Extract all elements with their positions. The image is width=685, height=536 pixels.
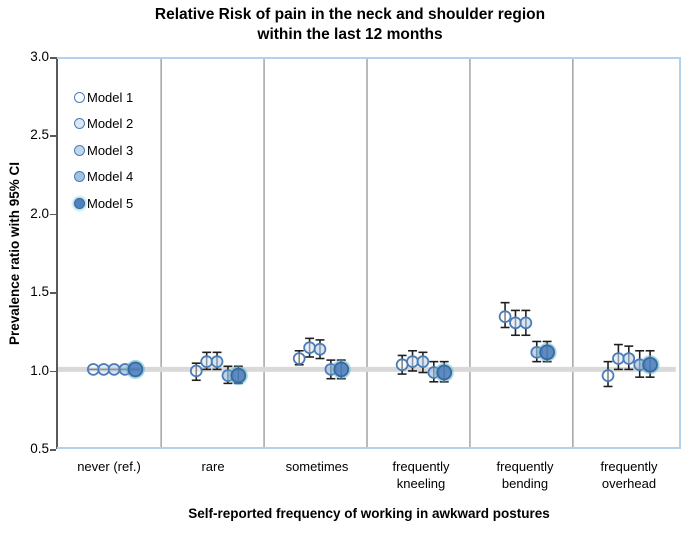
data-point-marker bbox=[107, 363, 121, 376]
data-point-marker bbox=[292, 352, 306, 365]
legend-label: Model 5 bbox=[87, 195, 134, 211]
data-point-marker bbox=[230, 367, 247, 384]
plot-canvas bbox=[58, 59, 676, 447]
data-point-glow bbox=[640, 355, 660, 375]
x-category-label: frequently overhead bbox=[600, 459, 658, 491]
chart-title: Relative Risk of pain in the neck and sh… bbox=[154, 6, 546, 43]
x-category-label: sometimes bbox=[285, 459, 349, 474]
data-point-marker bbox=[406, 355, 419, 368]
legend-marker-icon bbox=[74, 91, 85, 103]
y-tick-label: 1.5 bbox=[30, 284, 49, 300]
legend-marker-icon bbox=[74, 118, 85, 129]
data-point-marker bbox=[436, 364, 453, 381]
x-axis-title: Self-reported frequency of working in aw… bbox=[188, 506, 550, 521]
legend-marker-icon bbox=[74, 171, 85, 182]
y-tick-label: 1.0 bbox=[30, 362, 49, 378]
x-category-label: frequently bending bbox=[496, 459, 554, 491]
data-point-marker bbox=[333, 361, 350, 378]
legend: Model 1 Model 2 Model 3 Model 4 Model 5 bbox=[74, 89, 133, 222]
y-tick-label: 2.0 bbox=[30, 205, 49, 221]
legend-marker-icon bbox=[74, 197, 85, 209]
legend-item: Model 3 bbox=[74, 142, 133, 158]
data-point-marker bbox=[612, 352, 625, 365]
legend-marker-icon bbox=[74, 144, 85, 156]
data-point-marker bbox=[509, 316, 522, 330]
legend-label: Model 1 bbox=[87, 89, 134, 105]
data-point-marker bbox=[519, 316, 533, 330]
data-point-marker bbox=[200, 355, 213, 368]
data-point-marker bbox=[498, 310, 512, 323]
legend-label: Model 2 bbox=[87, 116, 134, 131]
data-point-marker bbox=[127, 361, 144, 378]
data-point-glow bbox=[228, 366, 248, 386]
y-tick-mark bbox=[50, 292, 56, 294]
data-point-glow bbox=[125, 359, 145, 379]
legend-item: Model 5 bbox=[74, 195, 133, 211]
data-point-glow bbox=[434, 363, 454, 383]
y-tick-label: 2.5 bbox=[30, 127, 49, 143]
legend-item: Model 2 bbox=[74, 116, 133, 132]
data-point-marker bbox=[642, 356, 658, 373]
y-tick-mark bbox=[50, 449, 56, 451]
y-axis-line bbox=[56, 57, 58, 449]
data-point-marker bbox=[395, 358, 409, 372]
y-tick-mark bbox=[50, 57, 56, 59]
data-point-marker bbox=[539, 344, 555, 361]
data-point-marker bbox=[303, 341, 316, 355]
data-point-marker bbox=[210, 355, 224, 368]
y-tick-mark bbox=[50, 213, 56, 216]
data-point-marker bbox=[622, 352, 636, 365]
y-axis-title-text: Prevalence ratio with 95% CI bbox=[7, 161, 23, 345]
legend-item: Model 1 bbox=[74, 89, 133, 105]
legend-label: Model 3 bbox=[87, 142, 134, 158]
y-axis-title: Prevalence ratio with 95% CI bbox=[2, 57, 28, 449]
y-tick-mark bbox=[50, 370, 56, 373]
y-tick-mark bbox=[50, 135, 56, 137]
x-category-label: rare bbox=[201, 459, 225, 474]
data-point-marker bbox=[313, 342, 327, 356]
data-point-marker bbox=[416, 355, 430, 368]
data-point-glow bbox=[331, 359, 351, 379]
legend-item: Model 4 bbox=[74, 169, 133, 185]
legend-label: Model 4 bbox=[87, 169, 134, 184]
data-point-marker bbox=[189, 364, 203, 378]
x-category-label: frequently kneeling bbox=[392, 459, 450, 491]
plot-area bbox=[57, 57, 681, 449]
y-tick-label: 3.0 bbox=[30, 49, 49, 64]
data-point-marker bbox=[97, 363, 111, 376]
data-point-marker bbox=[86, 363, 100, 376]
x-category-label: never (ref.) bbox=[77, 459, 141, 474]
data-point-marker bbox=[601, 369, 615, 382]
data-point-glow bbox=[537, 342, 557, 362]
y-tick-label: 0.5 bbox=[30, 441, 49, 456]
